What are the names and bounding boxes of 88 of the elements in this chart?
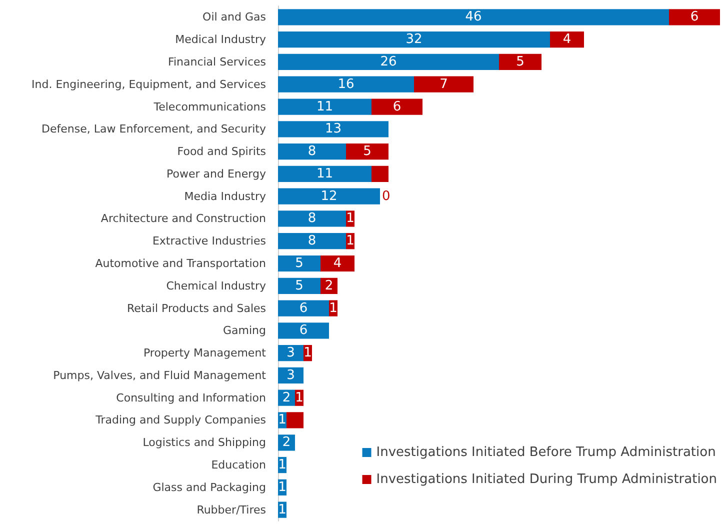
bar (278, 98, 372, 115)
bar (278, 300, 329, 316)
y-tick-label: Consulting and Information (116, 391, 266, 404)
bar (499, 54, 542, 70)
data-label: 5 (516, 54, 524, 70)
data-label: 8 (308, 211, 316, 226)
bar (278, 367, 304, 384)
data-label: 4 (562, 32, 572, 48)
y-tick-label: Retail Products and Sales (126, 302, 266, 315)
data-label: 5 (295, 278, 304, 294)
data-label: 0 (382, 188, 390, 204)
bar (346, 143, 388, 160)
data-label: 1 (346, 234, 354, 249)
bar (372, 166, 388, 182)
y-tick-label: Defense, Law Enforcement, and Security (42, 122, 266, 136)
y-tick-label: Automotive and Transportation (95, 257, 266, 270)
y-tick-label: Oil and Gas (202, 10, 266, 24)
data-label: 1 (278, 458, 286, 473)
bar (278, 76, 414, 92)
data-label: 1 (295, 390, 304, 406)
y-tick-label: Pumps, Valves, and Fluid Management (53, 368, 267, 382)
y-tick-label: Property Management (143, 346, 267, 360)
y-tick-label: Food and Spirits (177, 145, 266, 158)
data-label: 2 (282, 390, 291, 406)
data-label: 11 (316, 166, 334, 182)
y-tick-label: Ind. Engineering, Equipment, and Services (32, 78, 266, 91)
data-label: 16 (338, 76, 354, 92)
data-label: 3 (286, 346, 295, 361)
y-tick-label: Gaming (223, 324, 266, 338)
y-tick-label: Financial Services (168, 55, 266, 68)
bar (278, 210, 346, 227)
bar (669, 9, 720, 26)
y-tick-label: Telecommunications (152, 100, 266, 114)
bar (550, 32, 584, 48)
bar (278, 32, 550, 48)
y-tick-label: Chemical Industry (166, 279, 266, 292)
data-label: 3 (286, 368, 295, 383)
y-tick-label: Glass and Packaging (152, 480, 266, 494)
bar (278, 255, 320, 272)
y-tick-label: Extractive Industries (152, 234, 266, 248)
y-tick-label: Rubber/Tires (196, 503, 266, 516)
bar (278, 278, 320, 294)
data-label: 32 (406, 32, 422, 48)
data-label: 6 (299, 300, 308, 316)
data-label: 13 (324, 122, 342, 137)
bar (414, 76, 474, 92)
bar (278, 54, 499, 70)
y-tick-label: Media Industry (184, 190, 266, 203)
data-label: 1 (329, 300, 338, 316)
bar (286, 412, 304, 428)
bar (278, 233, 346, 250)
data-label: 6 (690, 10, 699, 25)
bar (278, 166, 372, 182)
bar (278, 121, 388, 138)
y-tick-label: Architecture and Construction (100, 212, 266, 226)
data-label: 1 (304, 346, 312, 361)
data-label: 7 (440, 76, 448, 92)
bar (278, 345, 304, 362)
data-label: 1 (278, 502, 286, 518)
data-label: 2 (282, 435, 291, 450)
data-label: 5 (363, 144, 372, 160)
data-label: 2 (324, 278, 334, 294)
bar (278, 322, 329, 339)
data-label: 8 (308, 144, 316, 160)
y-tick-label: Medical Industry (175, 33, 266, 46)
bar (320, 255, 354, 272)
data-label: 8 (308, 234, 316, 249)
data-label: 6 (392, 99, 402, 114)
data-label: 1 (346, 211, 354, 226)
data-label: 6 (299, 323, 308, 338)
bar (278, 188, 380, 204)
y-tick-label: Education (211, 458, 266, 472)
y-tick-label: Trading and Supply Companies (94, 414, 266, 427)
data-label: 26 (380, 54, 397, 70)
bar (278, 9, 669, 26)
data-label: 4 (333, 256, 342, 271)
bar (278, 143, 346, 160)
data-label: 1 (278, 480, 286, 495)
y-tick-label: Power and Energy (166, 167, 266, 180)
bar (372, 98, 422, 115)
data-label: 46 (465, 10, 482, 25)
data-label: 5 (295, 256, 304, 271)
y-tick-label: Logistics and Shipping (142, 436, 266, 450)
data-label: 12 (320, 188, 338, 204)
data-label: 11 (316, 99, 334, 114)
legend-label: Investigations Initiated During Trump Administration (376, 472, 718, 487)
legend-label: Investigations Initiated Before Trump Administration (376, 445, 716, 460)
data-label: 1 (278, 412, 286, 428)
